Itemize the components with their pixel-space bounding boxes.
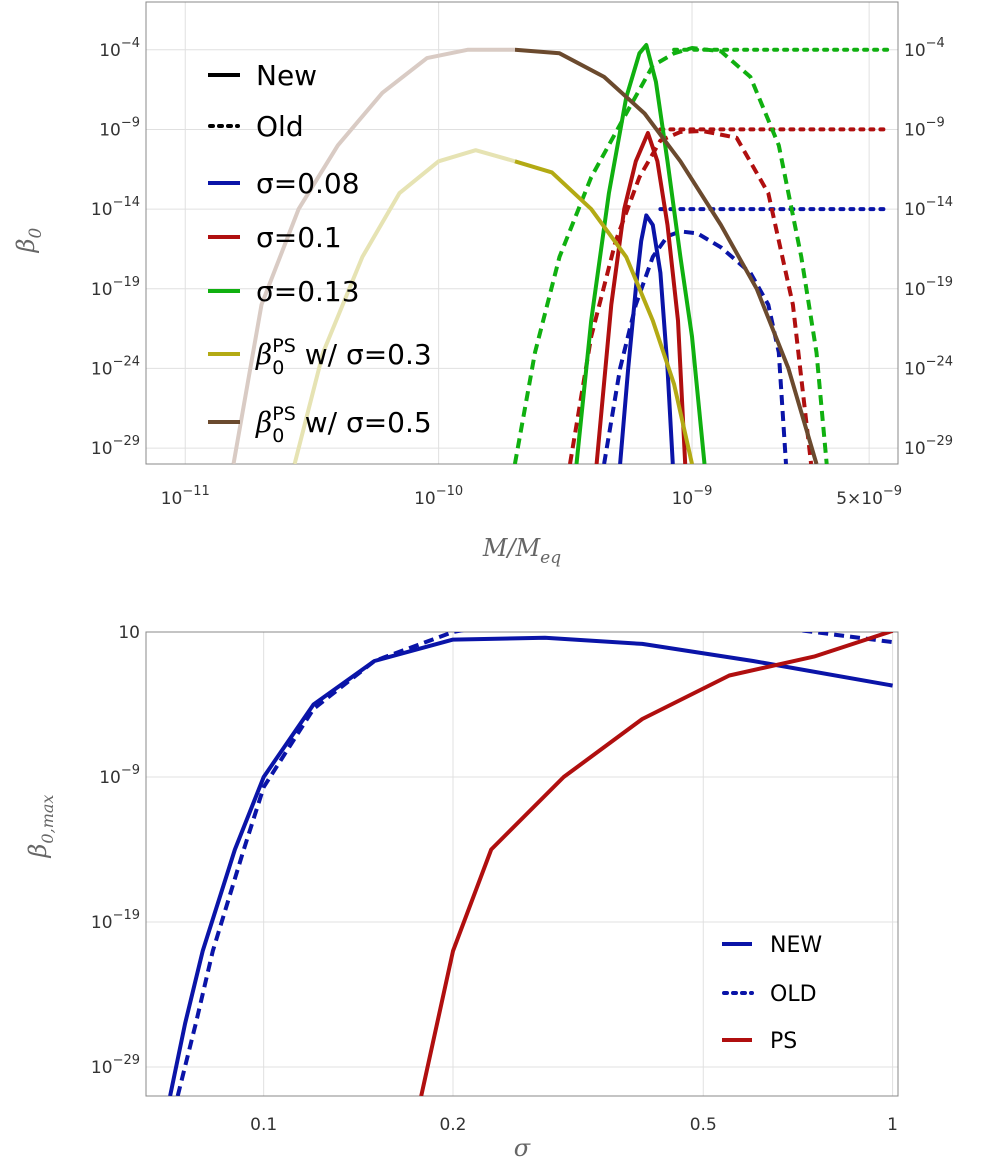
top-series [231, 43, 892, 464]
legend-label-ps-03: β0PS w/ σ=0.3 [255, 335, 432, 379]
top-y-axis-label: β0 [12, 227, 46, 253]
series-line-12 [231, 47, 515, 464]
x-tick-label: 0.1 [250, 1115, 277, 1135]
series-line-4 [568, 129, 814, 464]
top-x-ticks: 10−11 10−10 10−9 5×10−9 [161, 484, 902, 509]
y-tick-label: 10−19 [91, 908, 140, 933]
series-line-10 [292, 148, 516, 464]
legend-label-NEW: NEW [770, 933, 822, 958]
series-line-11 [514, 47, 819, 464]
y-tick-label: 10−19 [904, 275, 953, 300]
legend-entry-sigma-01: σ=0.1 [208, 221, 342, 254]
top-y-ticks-right: 10−4 10−9 10−14 10−19 10−24 10−29 [904, 36, 953, 459]
bottom-y-axis-label: β0,max [24, 795, 57, 859]
series-line-3 [594, 131, 688, 464]
top-plot-frame [145, 1, 899, 465]
series-line-0 [168, 635, 893, 1096]
legend-entry-PS: PS [722, 1029, 797, 1054]
y-tick-label: 10−24 [904, 354, 953, 379]
legend-label-sigma-013: σ=0.13 [256, 275, 360, 308]
y-tick-label: 10−29 [91, 434, 140, 459]
legend-entry-ps-03: β0PS w/ σ=0.3 [208, 335, 432, 379]
legend-entry-sigma-013: σ=0.13 [208, 275, 360, 308]
legend-entry-OLD: OLD [722, 982, 817, 1007]
series-line-7 [512, 46, 829, 464]
y-tick-label: 10−4 [99, 36, 140, 61]
top-x-axis-label: M/Meq [482, 534, 561, 568]
y-tick-label: 10−14 [904, 195, 953, 220]
series-line-1 [175, 632, 893, 1096]
y-tick-label: 10−9 [99, 763, 140, 788]
bottom-x-axis-label: σ [514, 1134, 531, 1162]
series-line-9 [514, 159, 694, 464]
y-tick-label: 10−24 [91, 354, 140, 379]
legend-entry-old: Old [208, 110, 304, 143]
top-legend: New Old σ=0.08 σ=0.1 σ=0.13 β0PS w/ σ=0.… [208, 59, 432, 447]
y-tick-label: 10−29 [91, 1053, 140, 1078]
bottom-chart: 0.1 0.2 0.5 1 10 10−9 10−19 10−29 σ β0,max NEW… [24, 623, 899, 1162]
y-tick-label: 10−9 [99, 115, 140, 140]
bottom-grid [146, 631, 898, 1096]
legend-entry-ps-05: β0PS w/ σ=0.5 [208, 403, 432, 447]
y-tick-label: 10−9 [904, 115, 945, 140]
x-tick-label: 5×10−9 [836, 484, 902, 509]
bottom-x-ticks: 0.1 0.2 0.5 1 [250, 1115, 898, 1135]
y-tick-label: 10−14 [91, 195, 140, 220]
bottom-y-ticks: 10 10−9 10−19 10−29 [91, 623, 140, 1078]
y-tick-label: 10−4 [904, 36, 945, 61]
legend-label-sigma-008: σ=0.08 [256, 167, 360, 200]
series-line-2 [419, 632, 894, 1096]
x-tick-label: 10−11 [161, 484, 210, 509]
series-line-0 [618, 213, 675, 464]
legend-label-new: New [256, 59, 317, 92]
x-tick-label: 1 [887, 1115, 898, 1135]
bottom-series [168, 632, 894, 1096]
x-tick-label: 0.2 [439, 1115, 466, 1135]
x-tick-label: 10−9 [672, 484, 713, 509]
legend-label-PS: PS [770, 1029, 797, 1054]
legend-label-old: Old [256, 110, 304, 143]
legend-label-ps-05: β0PS w/ σ=0.5 [255, 403, 432, 447]
legend-entry-sigma-008: σ=0.08 [208, 167, 360, 200]
series-line-6 [574, 43, 707, 464]
bottom-plot-frame [145, 631, 899, 1097]
y-tick-label: 10−19 [91, 275, 140, 300]
legend-entry-NEW: NEW [722, 933, 822, 958]
x-tick-label: 0.5 [690, 1115, 717, 1135]
top-y-ticks-left: 10−4 10−9 10−14 10−19 10−24 10−29 [91, 36, 140, 459]
x-tick-label: 10−10 [414, 484, 463, 509]
y-tick-label: 10−29 [904, 434, 953, 459]
y-tick-label: 10 [118, 623, 140, 643]
top-chart: 10−11 10−10 10−9 5×10−9 10−410−910−1410−191… [12, 1, 953, 568]
legend-entry-new: New [208, 59, 317, 92]
legend-label-OLD: OLD [770, 982, 817, 1007]
legend-label-sigma-01: σ=0.1 [256, 221, 342, 254]
series-line-1 [602, 229, 788, 464]
bottom-legend: NEW OLD PS [722, 933, 822, 1054]
